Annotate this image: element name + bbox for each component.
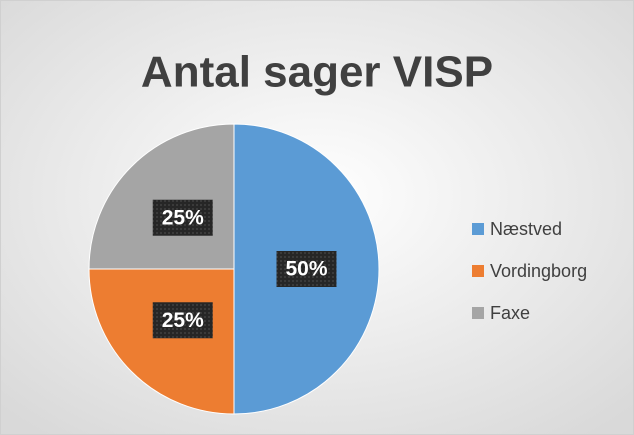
legend-label: Vordingborg — [490, 261, 587, 281]
legend-swatch — [472, 265, 484, 277]
chart-title: Antal sager VISP — [141, 48, 493, 97]
data-label-box — [152, 302, 213, 339]
legend-swatch — [472, 223, 484, 235]
legend-label: Næstved — [490, 219, 562, 239]
data-label: 50% — [285, 258, 327, 281]
data-label: 25% — [162, 309, 204, 332]
data-label: 25% — [162, 206, 204, 229]
legend-label: Faxe — [490, 303, 530, 323]
legend-swatch — [472, 307, 484, 319]
data-label-box — [276, 251, 337, 287]
data-label-box — [152, 199, 213, 236]
